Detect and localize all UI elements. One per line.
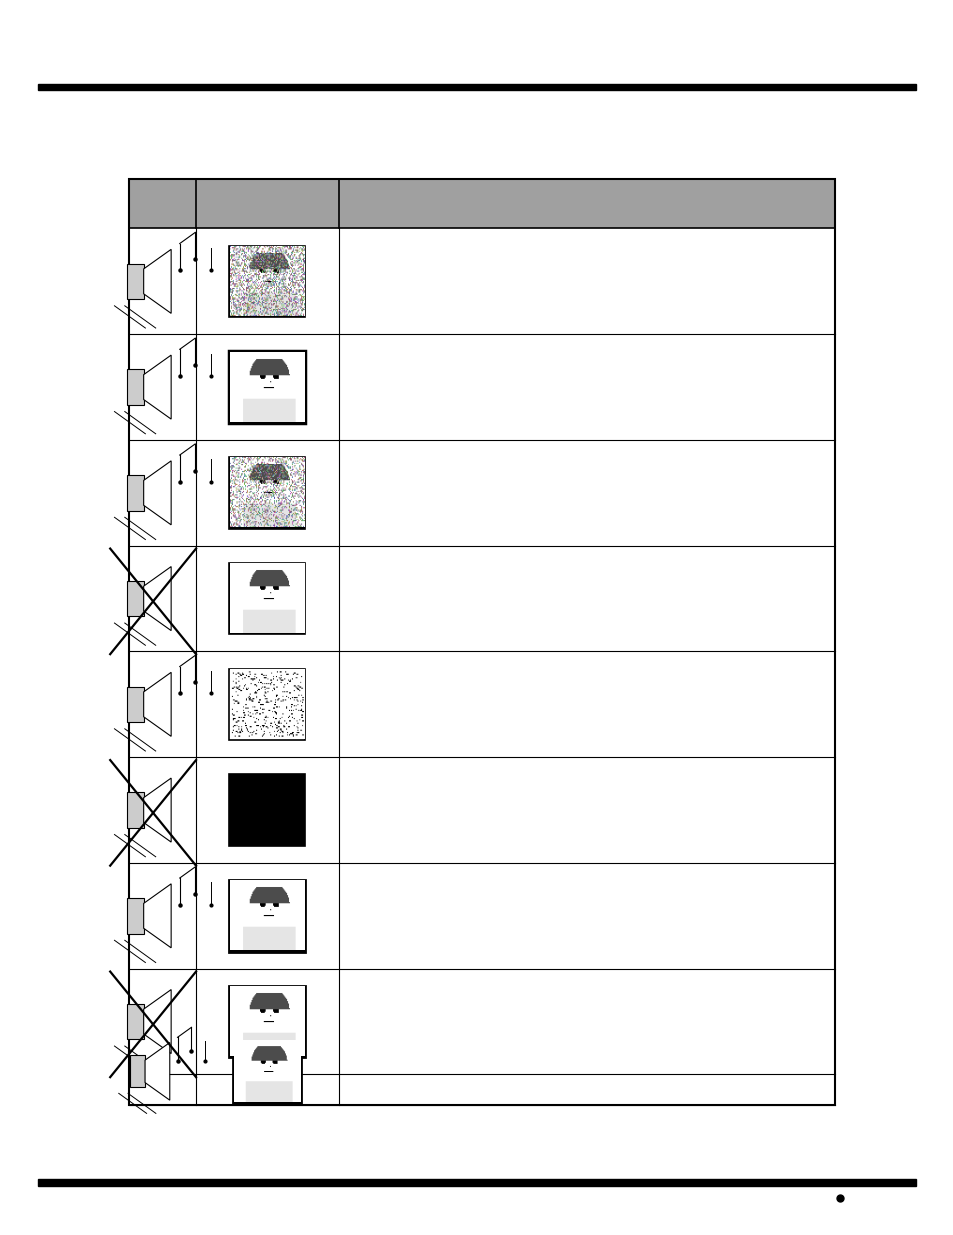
Bar — [38, 1179, 915, 1186]
Bar — [127, 369, 144, 405]
Bar — [229, 668, 305, 740]
Bar — [130, 1056, 145, 1087]
Bar — [229, 881, 305, 952]
Bar — [229, 246, 305, 317]
Bar — [129, 179, 834, 228]
Polygon shape — [144, 249, 171, 314]
Bar — [127, 475, 144, 510]
Bar — [127, 898, 144, 934]
Bar — [127, 687, 144, 722]
Bar — [129, 179, 834, 1105]
Polygon shape — [144, 461, 171, 525]
Bar — [229, 457, 305, 529]
Bar — [229, 774, 305, 846]
Bar — [127, 580, 144, 616]
Polygon shape — [144, 989, 171, 1053]
Bar — [233, 1039, 301, 1104]
Bar — [229, 563, 305, 635]
Polygon shape — [144, 567, 171, 631]
Polygon shape — [145, 1042, 170, 1100]
Polygon shape — [144, 672, 171, 736]
Bar — [229, 986, 305, 1057]
Polygon shape — [144, 356, 171, 419]
Polygon shape — [144, 884, 171, 947]
Bar — [127, 263, 144, 299]
Bar — [127, 793, 144, 827]
Bar — [229, 351, 305, 422]
Polygon shape — [144, 778, 171, 842]
Bar — [38, 84, 915, 90]
Bar — [127, 1004, 144, 1040]
